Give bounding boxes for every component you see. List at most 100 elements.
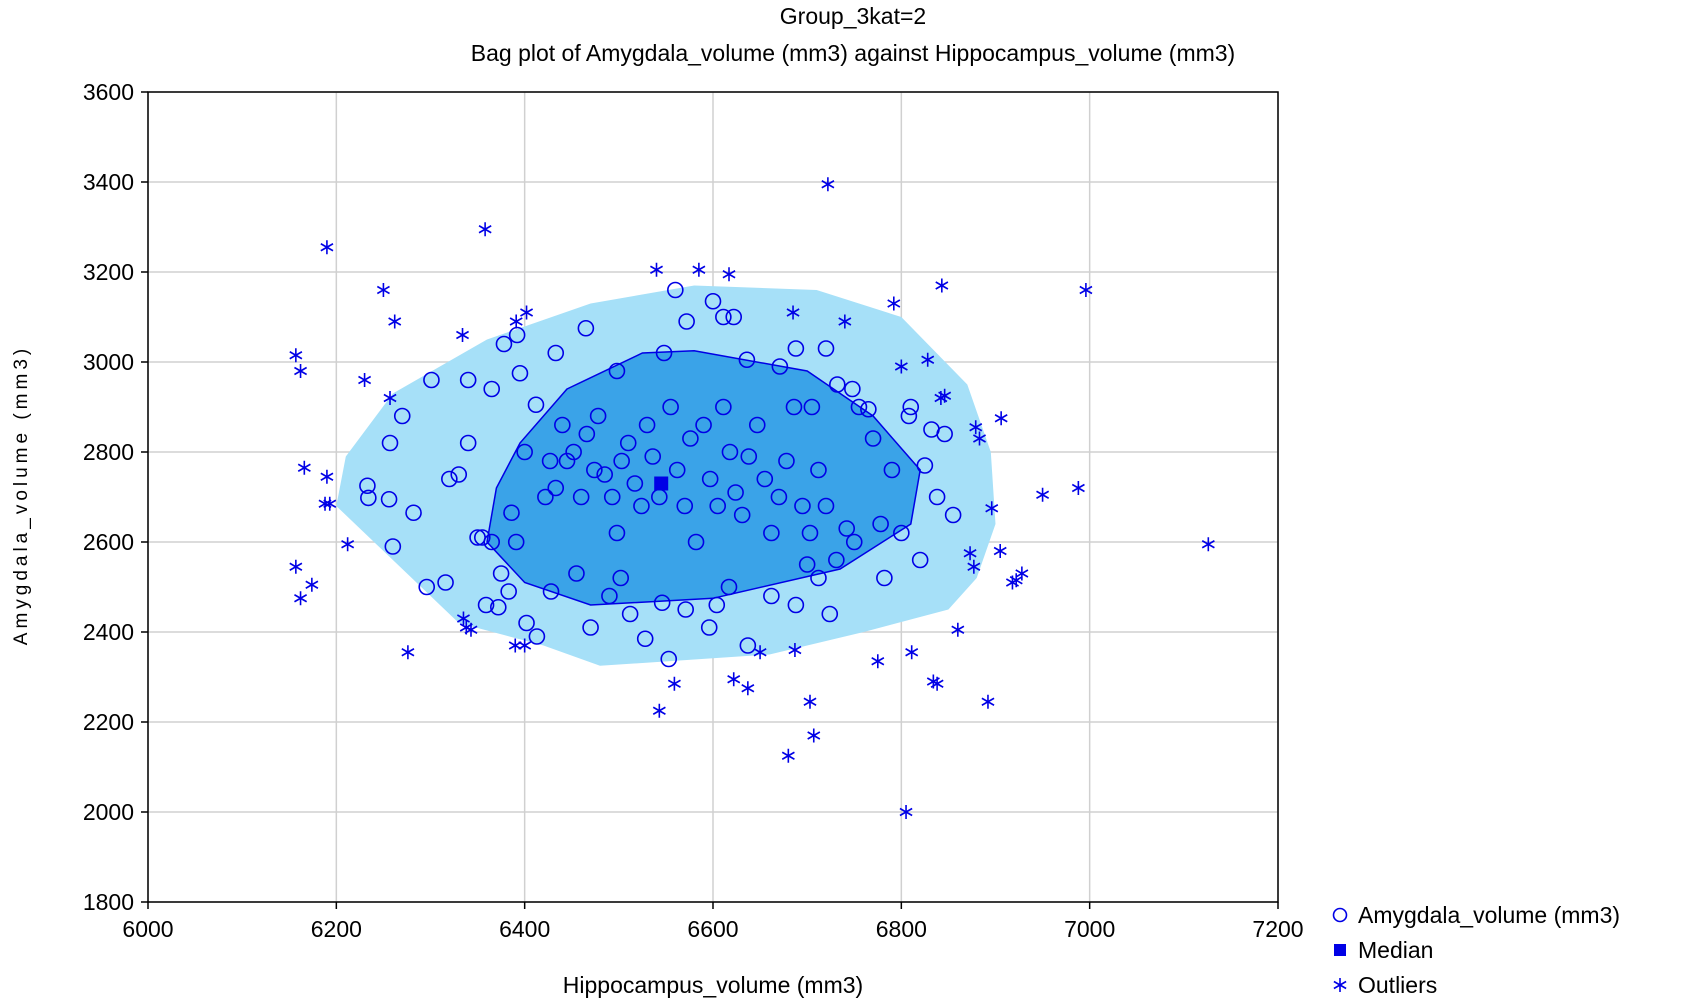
- outlier-point: [727, 672, 741, 687]
- data-point: [541, 452, 559, 470]
- outlier-point: [1071, 481, 1085, 495]
- outlier-point: [899, 805, 913, 819]
- data-point: [756, 470, 774, 488]
- outlier-point: [294, 591, 308, 606]
- data-point: [721, 443, 739, 461]
- data-point: [725, 308, 743, 326]
- data-point: [715, 398, 732, 416]
- outlier-point: [921, 352, 935, 367]
- data-point: [860, 400, 877, 418]
- outlier-point: [741, 681, 755, 696]
- outlier-point: [1015, 566, 1029, 581]
- outlier-point: [722, 267, 736, 282]
- outlier-point: [650, 262, 663, 277]
- outlier-point: [478, 222, 492, 237]
- outlier-point: [887, 296, 901, 311]
- data-point: [911, 551, 929, 569]
- data-point: [810, 569, 827, 587]
- median-marker: [654, 476, 669, 491]
- data-point: [500, 583, 517, 600]
- data-point: [733, 506, 751, 524]
- data-point: [810, 461, 827, 479]
- data-point: [589, 407, 607, 425]
- outlier-point: [305, 577, 319, 592]
- data-point: [850, 398, 868, 416]
- y-tick-label: 2000: [83, 799, 134, 825]
- y-tick-label: 3600: [83, 79, 134, 105]
- outlier-point: [376, 283, 390, 297]
- data-point: [787, 340, 805, 357]
- data-point: [477, 596, 495, 614]
- data-point: [944, 506, 962, 524]
- y-tick-label: 2200: [83, 709, 134, 735]
- data-point: [928, 488, 946, 506]
- data-point: [695, 416, 712, 434]
- data-point: [495, 335, 513, 353]
- outlier-point: [508, 638, 522, 653]
- data-point: [619, 434, 637, 452]
- outlier-point: [788, 643, 802, 657]
- outlier-point: [781, 748, 795, 763]
- data-point: [902, 398, 920, 416]
- outlier-point: [520, 305, 534, 320]
- data-point: [418, 578, 436, 596]
- data-point: [511, 364, 529, 382]
- data-point: [771, 358, 789, 375]
- data-point: [785, 398, 803, 416]
- legend-item-circle: Amygdala_volume (mm3): [1332, 902, 1620, 928]
- data-point: [492, 565, 510, 582]
- data-point: [662, 398, 679, 416]
- data-point: [727, 484, 744, 501]
- data-point: [748, 416, 766, 434]
- outlier-point: [821, 177, 835, 192]
- legend-asterisk-marker: [1333, 978, 1347, 992]
- data-point: [794, 497, 811, 515]
- data-point: [720, 578, 738, 596]
- data-point: [787, 596, 805, 614]
- y-tick-label: 1800: [83, 889, 134, 915]
- x-tick-label: 6200: [311, 916, 362, 942]
- legend-label: Amygdala_volume (mm3): [1358, 902, 1620, 928]
- data-point: [682, 430, 699, 447]
- data-point: [638, 416, 656, 434]
- data-point: [916, 457, 934, 474]
- outlier-points: [289, 177, 1215, 819]
- outlier-point: [930, 676, 944, 691]
- outlier-point: [652, 703, 666, 718]
- data-point: [554, 416, 571, 434]
- legend-item-asterisk: Outliers: [1333, 972, 1437, 998]
- outlier-point: [807, 728, 821, 743]
- y-tick-label: 3000: [83, 349, 134, 375]
- outlier-point: [294, 364, 308, 378]
- data-point: [801, 524, 819, 542]
- data-point: [516, 443, 533, 461]
- data-point: [503, 504, 520, 522]
- y-tick-label: 3400: [83, 169, 134, 195]
- data-point: [763, 587, 780, 605]
- data-point: [582, 619, 599, 636]
- data-point: [770, 488, 788, 506]
- x-axis-label: Hippocampus_volume (mm3): [563, 972, 863, 998]
- outlier-point: [905, 645, 919, 660]
- data-point: [817, 340, 835, 357]
- data-point: [393, 407, 411, 425]
- y-tick-label: 2600: [83, 529, 134, 555]
- outlier-point: [1036, 487, 1050, 502]
- legend-item-square: Median: [1334, 937, 1433, 963]
- x-tick-label: 7000: [1064, 916, 1115, 942]
- data-point: [676, 497, 694, 515]
- outlier-point: [993, 544, 1007, 558]
- data-point: [876, 569, 893, 587]
- data-point: [626, 475, 644, 492]
- outlier-point: [967, 559, 981, 574]
- outlier-point: [786, 305, 800, 320]
- data-point: [893, 524, 910, 542]
- data-point: [644, 448, 662, 465]
- data-point: [653, 594, 671, 612]
- data-point: [739, 637, 757, 654]
- data-point: [708, 596, 726, 614]
- chart-subtitle: Bag plot of Amygdala_volume (mm3) agains…: [471, 40, 1235, 66]
- data-point: [883, 461, 901, 479]
- outlier-point: [323, 496, 337, 511]
- data-point: [660, 650, 678, 668]
